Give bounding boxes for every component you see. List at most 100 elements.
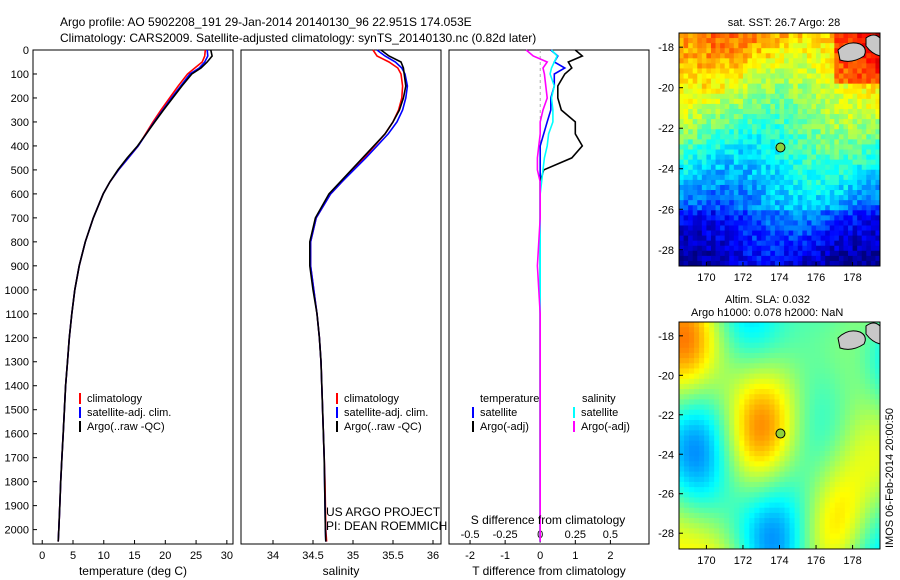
sst-cell — [683, 68, 689, 74]
sla-cell — [799, 502, 806, 509]
sla-cell — [734, 342, 740, 349]
sla-cell — [679, 518, 685, 524]
map-x-tick-label: 170 — [697, 555, 715, 567]
sla-cell — [689, 342, 695, 349]
sst-cell — [733, 38, 739, 44]
sla-cell — [824, 322, 831, 328]
sla-cell — [794, 538, 801, 545]
sla-cell — [844, 507, 851, 514]
sst-cell — [806, 119, 812, 125]
sla-cell — [809, 332, 816, 338]
sst-cell — [688, 250, 694, 257]
sla-cell — [744, 368, 750, 374]
sst-cell — [806, 205, 812, 211]
sst-cell — [710, 119, 716, 125]
sla-cell — [789, 337, 795, 344]
sla-cell — [784, 322, 790, 328]
sla-cell — [769, 440, 775, 447]
s-diff-tick-label: -0.5 — [461, 529, 480, 541]
sla-cell — [764, 425, 770, 431]
sst-cell — [679, 169, 684, 176]
sst-cell — [848, 119, 853, 125]
sst-cell — [802, 225, 808, 231]
sst-cell — [857, 260, 863, 267]
sst-cell — [802, 98, 808, 105]
sst-cell — [875, 149, 881, 155]
sla-cell — [804, 435, 811, 442]
sla-cell — [689, 487, 695, 493]
sla-cell — [689, 420, 695, 426]
sla-cell — [769, 322, 775, 328]
sla-cell — [864, 497, 871, 503]
sst-cell — [838, 195, 844, 201]
sla-cell — [829, 378, 836, 385]
sst-cell — [747, 33, 753, 39]
sla-cell — [804, 332, 811, 338]
sst-cell — [710, 200, 716, 206]
sla-cell — [854, 363, 861, 369]
sst-cell — [765, 215, 771, 221]
sla-cell — [699, 476, 705, 483]
sst-cell — [747, 205, 753, 211]
sst-cell — [724, 250, 730, 257]
sla-cell — [834, 543, 841, 550]
depth-tick-label: 400 — [11, 141, 29, 153]
sst-cell — [843, 149, 849, 155]
sst-cell — [816, 235, 822, 242]
sla-cell — [869, 394, 876, 400]
sst-cell — [802, 103, 808, 110]
sst-cell — [816, 250, 822, 257]
sla-cell — [854, 481, 861, 488]
sst-cell — [788, 48, 794, 54]
sla-cell — [829, 394, 836, 400]
sst-cell — [742, 73, 748, 79]
sst-cell — [838, 144, 844, 150]
sla-cell — [714, 342, 720, 349]
sst-cell — [720, 215, 726, 221]
sst-cell — [825, 205, 831, 211]
sla-cell — [734, 435, 740, 442]
sla-cell — [839, 425, 846, 431]
sst-cell — [729, 174, 735, 181]
sla-cell — [689, 476, 695, 483]
sla-cell — [699, 471, 705, 478]
sst-cell — [710, 220, 716, 226]
sla-cell — [844, 425, 851, 431]
sla-cell — [874, 399, 881, 405]
sla-cell — [814, 461, 821, 467]
sla-cell — [819, 368, 826, 374]
sla-cell — [749, 322, 755, 328]
sst-cell — [697, 88, 703, 95]
sla-cell — [689, 383, 695, 390]
sst-cell — [752, 53, 758, 59]
sst-cell — [875, 154, 881, 161]
sst-cell — [875, 88, 881, 95]
sst-cell — [779, 164, 785, 171]
sst-cell — [742, 210, 748, 216]
sla-cell — [779, 404, 785, 411]
map-y-tick-label: -20 — [658, 370, 674, 382]
sla-cell — [859, 404, 866, 411]
sst-cell — [852, 108, 858, 115]
depth-tick-label: 700 — [11, 213, 29, 225]
sla-cell — [714, 409, 720, 416]
sla-cell — [854, 425, 861, 431]
sst-cell — [733, 33, 739, 39]
sst-cell — [797, 164, 803, 171]
sst-cell — [811, 43, 817, 49]
sla-cell — [824, 363, 831, 369]
sla-cell — [764, 492, 770, 498]
sla-cell — [864, 425, 871, 431]
map-x-tick-label: 178 — [843, 272, 861, 284]
sst-cell — [747, 195, 753, 201]
sla-cell — [704, 435, 710, 442]
sla-cell — [784, 466, 790, 473]
sla-cell — [699, 450, 705, 457]
sst-cell — [802, 215, 808, 221]
sla-cell — [779, 523, 785, 529]
sst-cell — [683, 88, 689, 95]
sst-cell — [706, 78, 712, 85]
sla-cell — [849, 394, 856, 400]
difference-ticks: -2 -1 0 1 2-0.5 -0.25 0 0.25 0.5 — [461, 529, 618, 562]
sla-cell — [704, 450, 710, 457]
